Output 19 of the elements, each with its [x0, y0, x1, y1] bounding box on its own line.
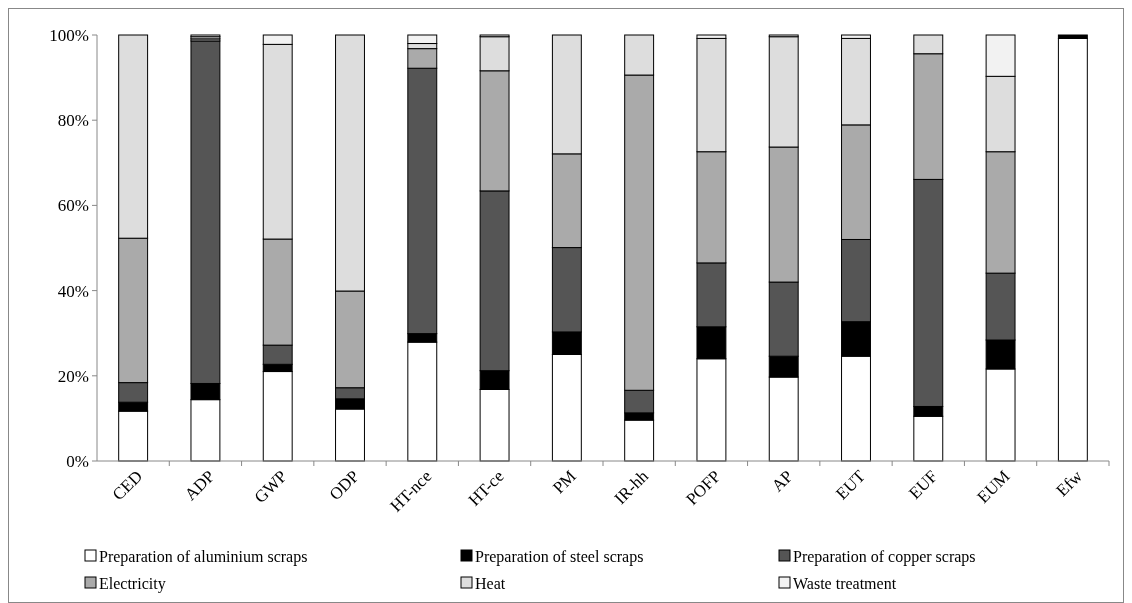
x-tick-label: PM: [549, 466, 580, 498]
x-tick-label: AP: [767, 466, 797, 496]
y-tick-label: 20%: [57, 366, 89, 386]
y-tick-label: 0%: [66, 451, 89, 471]
bar: [407, 34, 438, 45]
legend-label: Heat: [475, 574, 506, 592]
legend-label: Preparation of aluminium scraps: [99, 547, 308, 566]
y-tick-label: 100%: [49, 25, 89, 45]
y-tick-label: 40%: [57, 281, 89, 301]
legend-label: Preparation of steel scraps: [475, 547, 644, 566]
x-tick-label: CED: [108, 466, 147, 505]
x-tick-label: ODP: [325, 466, 364, 505]
legend-label: Waste treatment: [793, 574, 897, 592]
x-tick-label: Efw: [1052, 466, 1087, 501]
y-tick-label: 80%: [57, 111, 89, 131]
legend-label: Electricity: [99, 574, 166, 593]
y-tick-label: 60%: [57, 196, 89, 216]
bar: [1057, 37, 1088, 462]
legend-label: Preparation of copper scraps: [793, 547, 976, 566]
